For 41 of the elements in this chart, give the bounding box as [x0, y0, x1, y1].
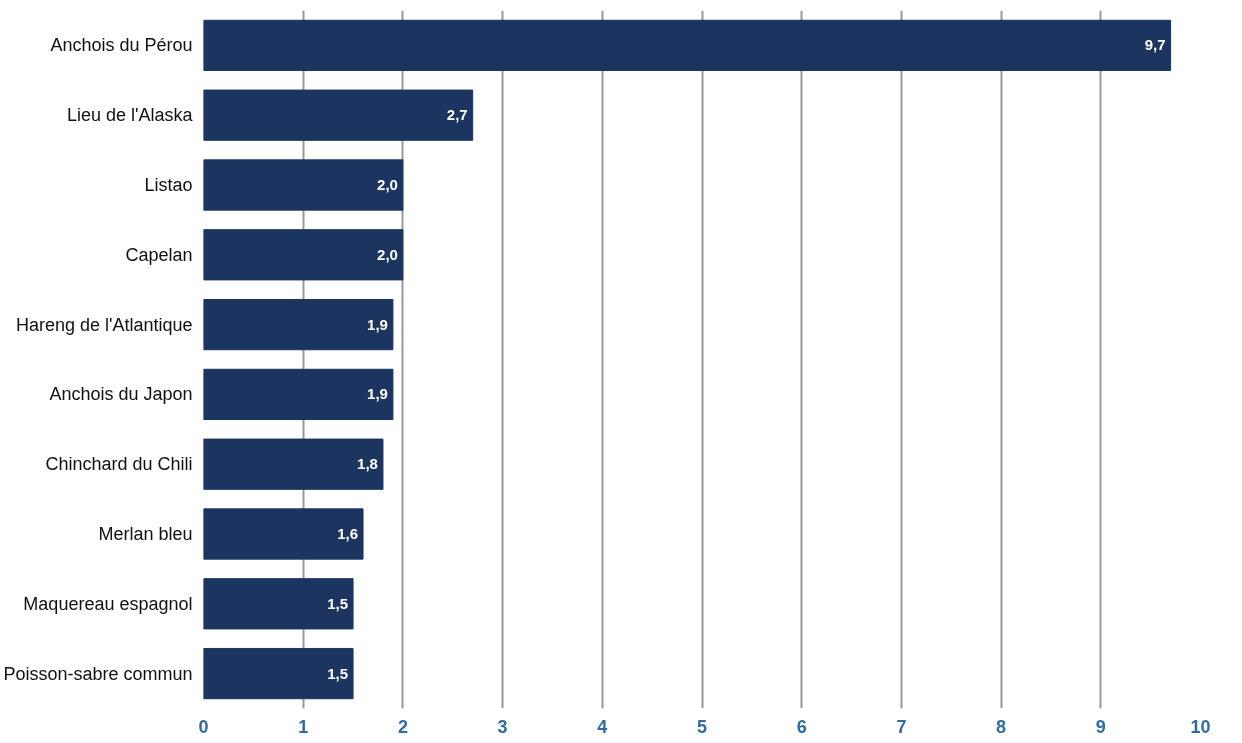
- bar: [203, 578, 354, 630]
- x-tick-label: 5: [696, 716, 708, 737]
- x-tick-label: 6: [796, 716, 807, 737]
- data-label: 9,7: [1144, 36, 1166, 54]
- data-label: 2,0: [377, 245, 398, 263]
- data-label: 1,8: [357, 455, 378, 473]
- data-label: 2,7: [446, 106, 468, 124]
- data-label: 1,9: [367, 385, 388, 403]
- y-tick-label: Capelan: [125, 244, 193, 265]
- y-tick-label: Anchois du Pérou: [50, 35, 193, 56]
- x-tick-label: 9: [1095, 716, 1106, 737]
- bar: [203, 229, 404, 281]
- x-tick-label: 1: [298, 716, 309, 737]
- y-tick-label: Chinchard du Chili: [45, 454, 193, 475]
- y-tick-label: Maquereau espagnol: [23, 593, 193, 614]
- y-tick-label: Anchois du Japon: [49, 384, 193, 405]
- bar: [203, 438, 384, 490]
- data-label: 2,0: [377, 176, 398, 193]
- data-label: 1,5: [327, 664, 349, 682]
- y-tick-label: Merlan bleu: [98, 524, 193, 544]
- bar: [203, 19, 1172, 72]
- x-tick-label: 7: [896, 716, 907, 737]
- x-tick-label: 10: [1190, 716, 1211, 737]
- bar: [203, 368, 394, 421]
- y-tick-label: Poisson-sabre commun: [3, 663, 193, 684]
- data-label: 1,9: [367, 315, 388, 333]
- x-tick-label: 4: [597, 716, 608, 737]
- data-label: 1,5: [327, 594, 349, 612]
- y-tick-label: Lieu de l'Alaska: [66, 105, 194, 126]
- x-tick-label: 2: [397, 716, 408, 737]
- y-tick-label: Hareng de l'Atlantique: [15, 314, 193, 335]
- bar: [203, 647, 354, 700]
- x-tick-label: 0: [198, 716, 209, 737]
- y-tick-label: Listao: [144, 175, 193, 195]
- bar: [203, 298, 394, 351]
- data-label: 1,6: [337, 525, 359, 542]
- bar: [203, 89, 474, 141]
- bar: [203, 508, 364, 560]
- x-tick-label: 8: [996, 716, 1007, 737]
- bar: [203, 159, 404, 211]
- x-tick-label: 3: [497, 716, 508, 737]
